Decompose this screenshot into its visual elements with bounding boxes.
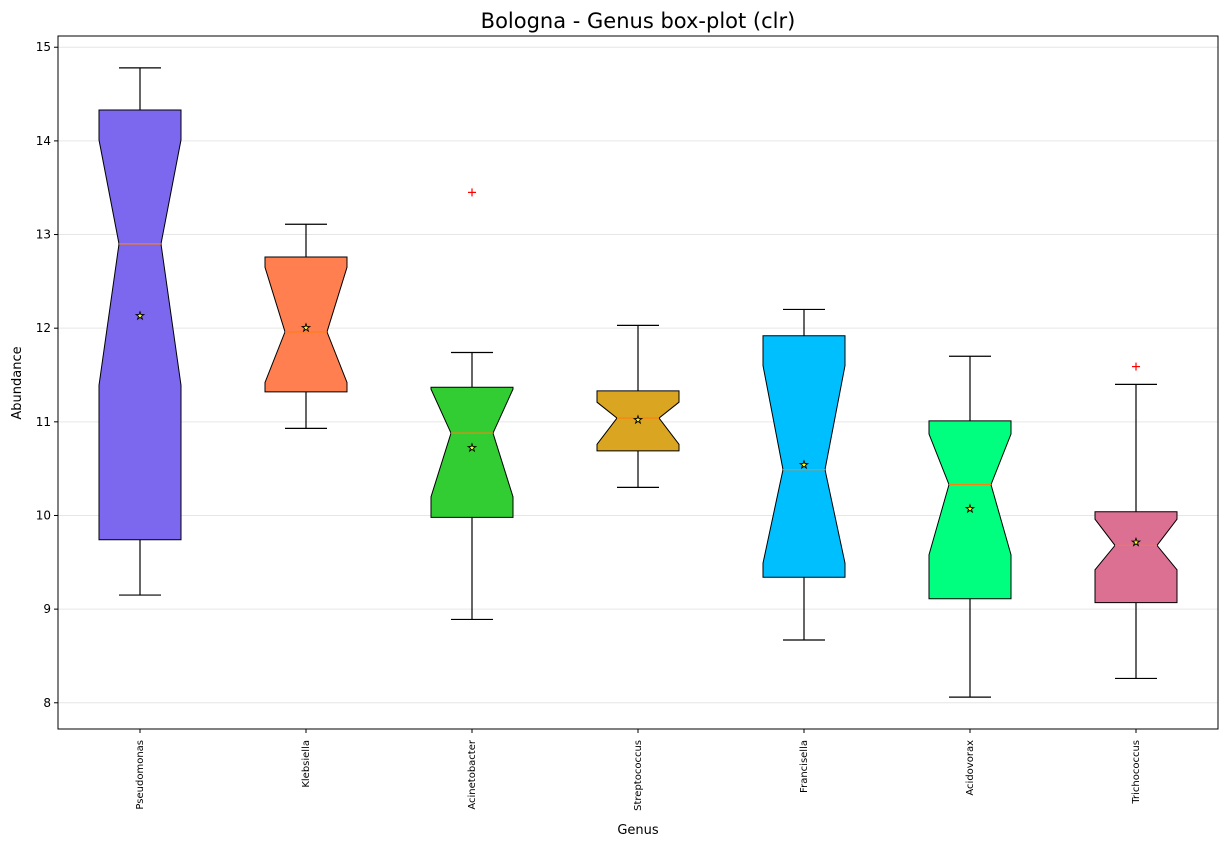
y-tick-label: 9 bbox=[43, 602, 51, 616]
y-axis: 8 9 10 11 12 13 14 15 bbox=[36, 40, 58, 710]
y-tick-label: 15 bbox=[36, 40, 51, 54]
mean-marker: ★ bbox=[136, 311, 145, 322]
mean-marker: ★ bbox=[468, 443, 477, 454]
notched-box bbox=[1094, 511, 1178, 604]
box-acinetobacter: ★ bbox=[430, 188, 514, 621]
x-tick-label: Trichococcus bbox=[1131, 740, 1142, 805]
x-tick-label: Pseudomonas bbox=[135, 740, 146, 810]
box-trichococcus: ★ bbox=[1094, 362, 1178, 680]
y-tick-label: 10 bbox=[36, 508, 51, 522]
chart-title: Bologna - Genus box-plot (clr) bbox=[481, 9, 796, 33]
y-tick-label: 8 bbox=[43, 696, 51, 710]
box-streptococcus: ★ bbox=[596, 324, 680, 488]
notched-box bbox=[596, 390, 680, 452]
x-tick-label: Acinetobacter bbox=[467, 739, 478, 810]
y-tick-label: 14 bbox=[36, 134, 51, 148]
box-pseudomonas: ★ bbox=[98, 67, 182, 596]
box-klebsiella: ★ bbox=[264, 223, 348, 429]
mean-marker: ★ bbox=[1132, 538, 1141, 549]
y-tick-label: 12 bbox=[36, 321, 51, 335]
box-francisella: ★ bbox=[762, 308, 846, 641]
y-tick-label: 13 bbox=[36, 228, 51, 242]
boxes-layer: ★ ★ ★ ★ ★ ★ ★ bbox=[98, 67, 1178, 698]
x-axis-label: Genus bbox=[617, 823, 659, 838]
x-axis: Pseudomonas Klebsiella Acinetobacter Strept… bbox=[135, 729, 1142, 811]
x-tick-label: Klebsiella bbox=[301, 740, 312, 788]
mean-marker: ★ bbox=[800, 460, 809, 471]
mean-marker: ★ bbox=[302, 323, 311, 334]
y-tick-label: 11 bbox=[36, 415, 51, 429]
box-acidovorax: ★ bbox=[928, 355, 1012, 698]
mean-marker: ★ bbox=[966, 504, 975, 515]
x-tick-label: Acidovorax bbox=[965, 740, 976, 796]
x-tick-label: Francisella bbox=[799, 740, 810, 793]
x-tick-label: Streptococcus bbox=[633, 740, 644, 811]
notched-box bbox=[928, 420, 1012, 600]
notched-box bbox=[264, 256, 348, 393]
notched-box bbox=[98, 109, 182, 541]
notched-box bbox=[762, 335, 846, 578]
notched-box bbox=[430, 386, 514, 518]
y-axis-label: Abundance bbox=[10, 346, 25, 419]
mean-marker: ★ bbox=[634, 415, 643, 426]
